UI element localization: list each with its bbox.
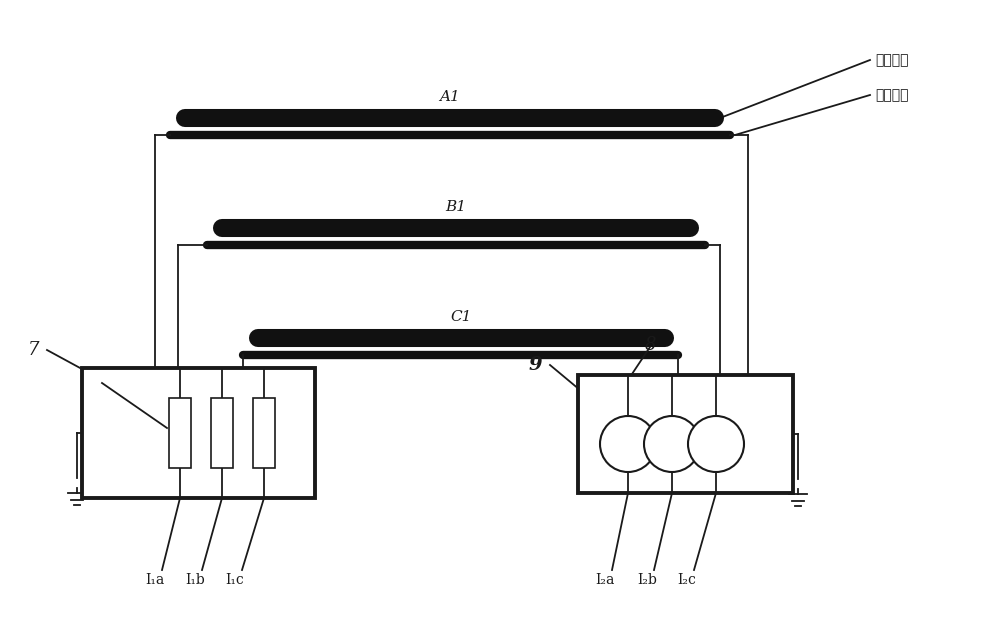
Text: 电缆护层: 电缆护层 <box>875 88 908 102</box>
Text: 9: 9 <box>528 356 542 374</box>
Text: I₂b: I₂b <box>637 573 657 587</box>
Text: I₁a: I₁a <box>145 573 165 587</box>
Circle shape <box>644 416 700 472</box>
Text: I₂a: I₂a <box>595 573 615 587</box>
Bar <box>211 398 233 468</box>
Text: I₁c: I₁c <box>226 573 244 587</box>
Text: 8: 8 <box>644 336 656 354</box>
Bar <box>169 398 191 468</box>
Text: I₁b: I₁b <box>185 573 205 587</box>
Text: B1: B1 <box>446 200 466 214</box>
Text: A1: A1 <box>440 90 460 104</box>
Bar <box>82 368 315 498</box>
Bar <box>253 398 275 468</box>
Text: 7: 7 <box>28 341 40 359</box>
Text: C1: C1 <box>451 310 472 324</box>
Circle shape <box>688 416 744 472</box>
Text: I₂c: I₂c <box>678 573 696 587</box>
Bar <box>578 375 793 493</box>
Text: 电缆芯体: 电缆芯体 <box>875 53 908 67</box>
Circle shape <box>600 416 656 472</box>
